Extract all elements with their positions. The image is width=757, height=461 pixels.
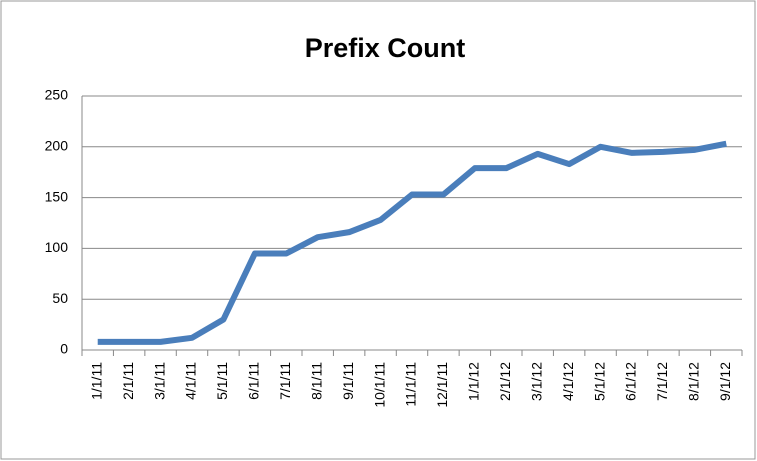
x-tick-label: 8/1/11 — [308, 362, 324, 400]
x-tick-label: 8/1/12 — [686, 362, 702, 401]
x-tick-label: 3/1/12 — [528, 362, 544, 401]
y-tick-label: 250 — [45, 87, 69, 103]
x-tick-label: 4/1/11 — [183, 362, 199, 400]
y-tick-label: 100 — [45, 239, 69, 255]
x-tick-label: 3/1/11 — [151, 362, 167, 400]
x-tick-label: 7/1/11 — [277, 362, 293, 400]
x-tick-label: 5/1/12 — [591, 362, 607, 401]
x-tick-label: 6/1/11 — [246, 362, 262, 400]
x-tick-label: 11/1/11 — [403, 362, 419, 407]
data-line — [97, 140, 727, 345]
x-tick-label: 9/1/12 — [717, 362, 733, 401]
y-tick-label: 200 — [45, 138, 69, 154]
x-tick-label: 2/1/11 — [120, 362, 136, 400]
x-tick-label: 5/1/11 — [214, 362, 230, 400]
x-tick-label: 9/1/11 — [340, 362, 356, 400]
x-tick-label: 1/1/12 — [466, 362, 482, 401]
x-tick-label: 7/1/12 — [654, 362, 670, 401]
y-tick-label: 0 — [60, 341, 68, 357]
y-tick-label: 50 — [52, 290, 68, 306]
x-tick-label: 2/1/12 — [497, 362, 513, 401]
x-tick-label: 12/1/11 — [434, 362, 450, 408]
x-tick-label: 10/1/11 — [371, 362, 387, 408]
x-tick-label: 4/1/12 — [560, 362, 576, 401]
y-tick-label: 150 — [45, 188, 69, 204]
x-tick-label: 1/1/11 — [88, 362, 104, 400]
chart-title: Prefix Count — [305, 33, 466, 63]
x-tick-label: 6/1/12 — [623, 362, 639, 401]
